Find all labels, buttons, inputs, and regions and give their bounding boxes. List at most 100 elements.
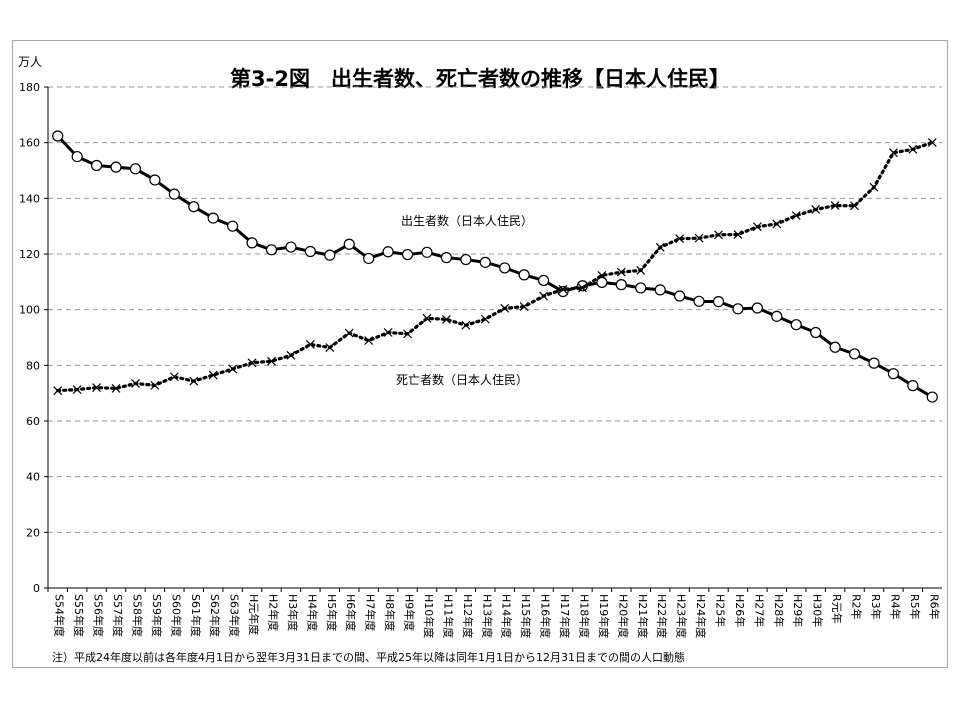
x-marker-stroke (267, 356, 276, 366)
series (52, 130, 938, 403)
x-marker-stroke (150, 380, 160, 390)
births-data-point (168, 188, 180, 200)
x-tick-label: H16年度 (539, 594, 553, 638)
x-tick-label: S54年度 (53, 594, 67, 637)
deaths-data-point (208, 370, 218, 380)
births-data-point (848, 348, 861, 360)
x-marker-stroke (228, 364, 238, 374)
births-data-point (265, 244, 278, 256)
deaths-series-label: 死亡者数（日本人住民） (396, 372, 528, 387)
x-marker-stroke (364, 336, 374, 345)
births-data-point (149, 174, 161, 186)
deaths-data-point (247, 358, 257, 368)
x-tick-label: S58年度 (130, 594, 144, 637)
x-tick-label: H9年度 (403, 594, 417, 631)
x-marker-stroke (655, 242, 665, 252)
deaths-data-point (72, 385, 82, 394)
x-marker-stroke (92, 383, 102, 393)
y-tick-label: 0 (33, 582, 40, 595)
x-marker-stroke (714, 230, 723, 240)
births-data-point (693, 295, 705, 307)
x-tick-label: S57年度 (111, 594, 125, 637)
deaths-data-point (422, 313, 432, 323)
births-data-point (401, 248, 414, 261)
x-marker-stroke (169, 372, 179, 382)
x-marker-stroke (72, 385, 82, 394)
x-marker-stroke (461, 320, 471, 330)
x-tick-label: S62年度 (208, 594, 222, 637)
x-marker-stroke (694, 233, 704, 243)
y-tick-labels: 0 20 40 60 80 100 120 140 160 180 (19, 81, 40, 595)
x-marker-stroke (344, 328, 354, 338)
x-marker-stroke (247, 358, 257, 368)
deaths-data-point (480, 314, 490, 324)
x-tick-label: H3年度 (286, 594, 300, 631)
x-tick-label: H12年度 (461, 594, 475, 638)
births-data-point (52, 130, 64, 142)
y-axis-unit-label: 万人 (18, 55, 42, 69)
x-tick-label: H26年 (733, 594, 747, 627)
x-marker-stroke (519, 302, 529, 312)
births-data-point (110, 161, 122, 173)
deaths-data-point (189, 376, 199, 386)
deaths-data-point (305, 340, 315, 349)
deaths-data-point (888, 148, 898, 158)
x-marker-stroke (480, 314, 490, 324)
x-tick-label: H19年度 (597, 594, 611, 638)
x-tick-label: H11年度 (441, 594, 455, 638)
deaths-data-point (675, 234, 685, 244)
births-data-point (304, 245, 316, 258)
deaths-data-point (169, 372, 179, 382)
x-marker-stroke (636, 265, 646, 275)
x-tick-label: H2年度 (267, 594, 281, 631)
births-data-point (887, 368, 900, 380)
births-data-point (421, 246, 433, 258)
axes (44, 86, 942, 592)
x-tick-label: H10年度 (422, 594, 436, 638)
y-tick-label: 140 (19, 192, 40, 205)
deaths-data-point (461, 320, 471, 330)
deaths-data-point (733, 230, 743, 239)
births-data-point (343, 238, 355, 250)
x-tick-label: S56年度 (92, 594, 106, 637)
x-tick-label: R5年 (908, 594, 922, 620)
x-tick-label: H15年度 (519, 594, 533, 638)
x-tick-label: H22年度 (655, 594, 669, 638)
births-data-point (537, 274, 550, 287)
x-tick-label: H30年 (811, 594, 825, 627)
x-marker-stroke (131, 379, 140, 388)
deaths-data-point (791, 211, 801, 221)
x-tick-label: H4年度 (305, 594, 319, 631)
deaths-data-point (500, 303, 510, 313)
births-data-point (285, 241, 297, 253)
y-tick-label: 40 (26, 471, 40, 484)
x-marker-stroke (927, 137, 937, 147)
x-tick-label: S55年度 (72, 594, 86, 637)
births-data-point (771, 310, 783, 322)
x-marker-stroke (752, 222, 762, 232)
births-series-line (56, 134, 934, 399)
deaths-data-point (403, 329, 412, 339)
births-data-point (440, 252, 453, 264)
deaths-data-point (228, 364, 238, 374)
births-data-point (926, 391, 938, 403)
y-tick-label: 20 (26, 526, 40, 539)
deaths-data-point (519, 302, 529, 312)
x-tick-label: H28年 (772, 594, 786, 627)
deaths-data-point (694, 233, 704, 243)
deaths-data-point (131, 379, 140, 388)
x-marker-stroke (791, 211, 801, 221)
births-data-point (90, 159, 103, 172)
x-marker-stroke (908, 144, 918, 154)
chart-footnote: 注）平成24年度以前は各年度4月1日から翌年3月31日までの間、平成25年以降は… (52, 650, 685, 664)
births-data-point (382, 246, 394, 258)
x-marker-stroke (286, 350, 296, 360)
deaths-data-point (830, 201, 840, 210)
x-marker-stroke (208, 370, 218, 380)
x-tick-label: H8年度 (383, 594, 397, 631)
deaths-data-point (927, 137, 937, 147)
x-tick-label: R元年 (830, 594, 844, 624)
deaths-data-point (655, 242, 665, 252)
deaths-data-point (714, 230, 723, 240)
x-marker-stroke (772, 219, 782, 229)
